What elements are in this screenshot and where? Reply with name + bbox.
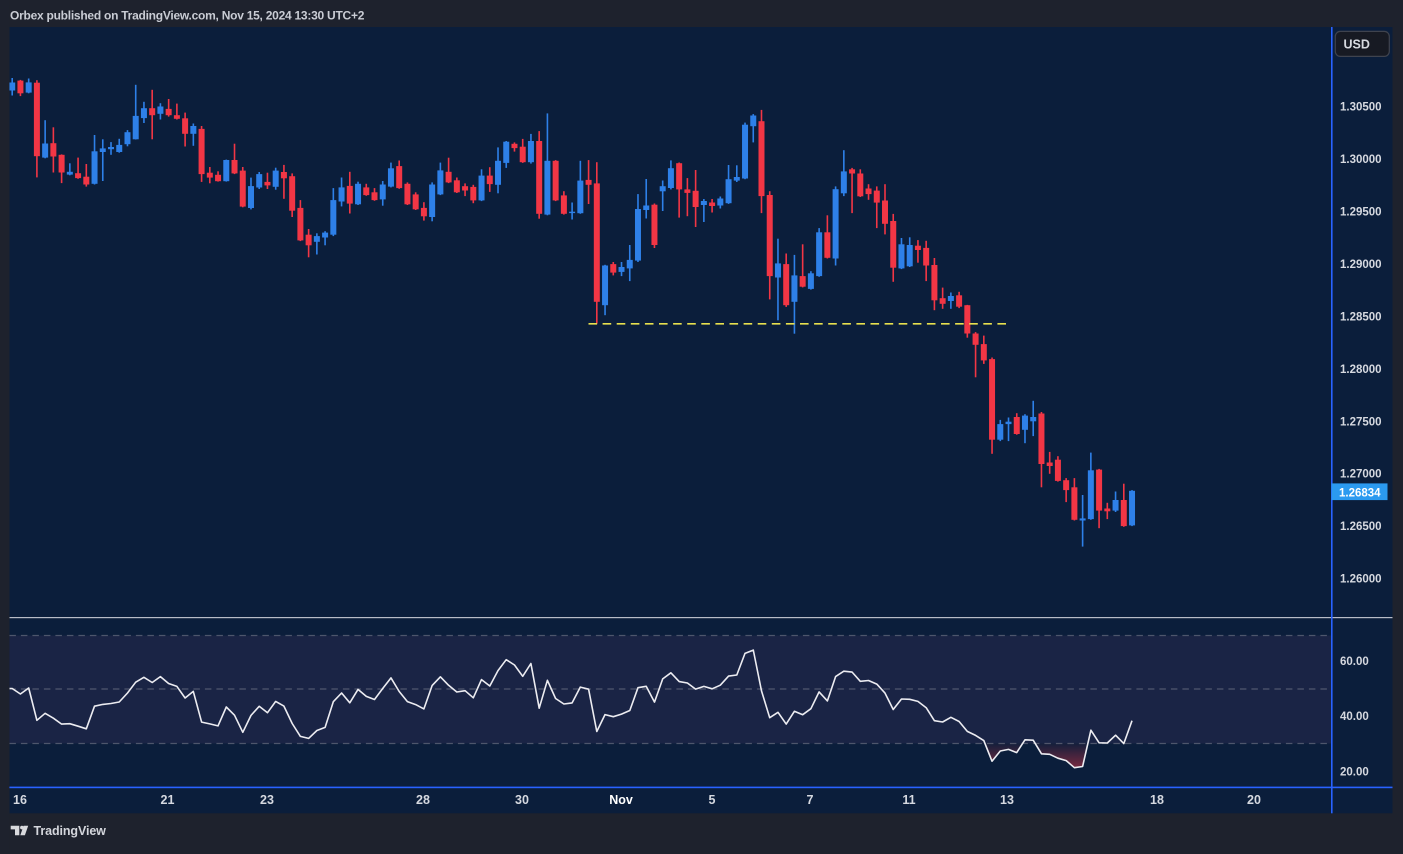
svg-text:Nov: Nov — [609, 793, 633, 807]
svg-text:1.30500: 1.30500 — [1340, 102, 1382, 114]
svg-text:60.00: 60.00 — [1340, 656, 1369, 668]
svg-text:1.29500: 1.29500 — [1340, 206, 1382, 218]
svg-text:40.00: 40.00 — [1340, 711, 1369, 723]
svg-text:USD: USD — [1344, 37, 1370, 51]
svg-text:1.26500: 1.26500 — [1340, 521, 1382, 533]
svg-text:30: 30 — [515, 793, 529, 807]
svg-text:23: 23 — [260, 793, 274, 807]
svg-text:7: 7 — [807, 793, 814, 807]
svg-text:13: 13 — [1000, 793, 1014, 807]
svg-text:20.00: 20.00 — [1340, 766, 1369, 778]
svg-text:16: 16 — [13, 793, 27, 807]
svg-text:1.26000: 1.26000 — [1340, 573, 1382, 585]
svg-text:21: 21 — [161, 793, 175, 807]
svg-text:1.29000: 1.29000 — [1340, 259, 1382, 271]
svg-text:1.26834: 1.26834 — [1339, 488, 1381, 500]
svg-text:1.27000: 1.27000 — [1340, 469, 1382, 481]
svg-text:1.27500: 1.27500 — [1340, 416, 1382, 428]
svg-text:5: 5 — [709, 793, 716, 807]
svg-text:1.30000: 1.30000 — [1340, 154, 1382, 166]
svg-text:1.28500: 1.28500 — [1340, 311, 1382, 323]
svg-text:1.28000: 1.28000 — [1340, 364, 1382, 376]
svg-text:18: 18 — [1150, 793, 1164, 807]
svg-text:28: 28 — [416, 793, 430, 807]
svg-text:11: 11 — [902, 793, 915, 807]
svg-text:20: 20 — [1247, 793, 1261, 807]
svg-text:TradingView: TradingView — [34, 824, 107, 838]
svg-text:Orbex published on TradingView: Orbex published on TradingView.com, Nov … — [10, 9, 365, 23]
